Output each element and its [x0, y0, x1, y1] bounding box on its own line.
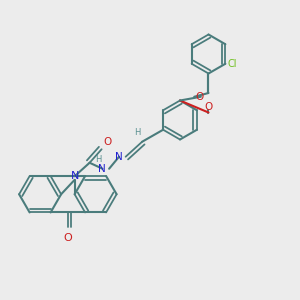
Text: N: N: [116, 152, 123, 162]
Text: O: O: [103, 137, 111, 147]
Text: N: N: [98, 164, 106, 174]
Text: O: O: [204, 102, 213, 112]
Text: Cl: Cl: [228, 59, 237, 69]
Text: O: O: [196, 92, 204, 102]
Text: N: N: [70, 171, 79, 181]
Text: H: H: [95, 155, 102, 164]
Text: H: H: [134, 128, 141, 137]
Text: O: O: [64, 233, 72, 243]
